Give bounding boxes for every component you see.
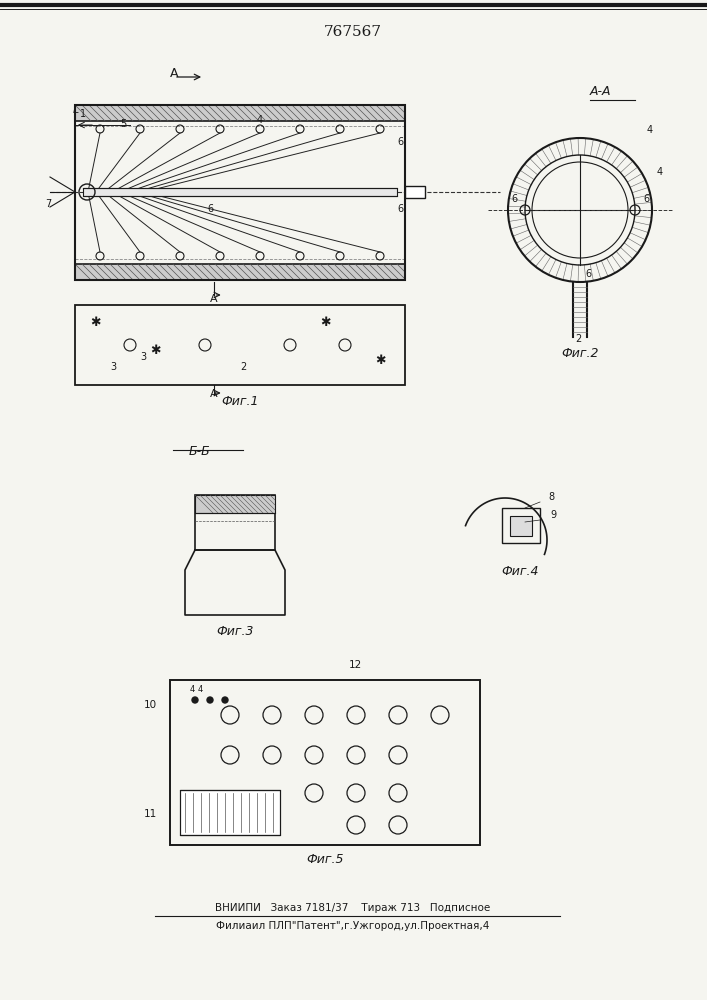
Text: A: A bbox=[210, 294, 218, 304]
Bar bbox=[75, 105, 405, 121]
Text: 5: 5 bbox=[120, 119, 127, 129]
Bar bbox=[405, 186, 425, 198]
Bar bbox=[75, 264, 405, 280]
Text: А-А: А-А bbox=[590, 85, 612, 98]
Text: 2: 2 bbox=[575, 334, 581, 344]
Bar bbox=[195, 495, 275, 550]
Text: A: A bbox=[170, 67, 178, 80]
Text: 6: 6 bbox=[511, 194, 517, 204]
Text: 7: 7 bbox=[45, 199, 51, 209]
Bar bbox=[170, 680, 480, 845]
Text: Фиг.2: Фиг.2 bbox=[561, 347, 599, 360]
Text: 6: 6 bbox=[207, 204, 213, 214]
Text: 6: 6 bbox=[397, 204, 403, 214]
Bar bbox=[180, 790, 280, 835]
Text: 4: 4 bbox=[189, 685, 194, 694]
Text: 10: 10 bbox=[144, 700, 156, 710]
Bar bbox=[75, 105, 405, 280]
Circle shape bbox=[192, 697, 198, 703]
Text: Б-Б: Б-Б bbox=[189, 445, 211, 458]
Text: 9: 9 bbox=[550, 510, 556, 520]
Text: ✱: ✱ bbox=[375, 354, 385, 366]
Text: 4: 4 bbox=[197, 685, 203, 694]
Text: A: A bbox=[210, 389, 218, 399]
Text: 6: 6 bbox=[585, 269, 591, 279]
Text: ВНИИПИ   Заказ 7181/37    Тираж 713   Подписное: ВНИИПИ Заказ 7181/37 Тираж 713 Подписное bbox=[216, 903, 491, 913]
Text: 2: 2 bbox=[240, 362, 246, 372]
Bar bbox=[75, 305, 405, 385]
Text: Филиаил ПЛП"Патент",г.Ужгород,ул.Проектная,4: Филиаил ПЛП"Патент",г.Ужгород,ул.Проектн… bbox=[216, 921, 490, 931]
Text: 4: 4 bbox=[257, 115, 262, 125]
Text: 3: 3 bbox=[110, 362, 116, 372]
Text: 6: 6 bbox=[643, 194, 649, 204]
Text: ✱: ✱ bbox=[150, 344, 160, 357]
Bar bbox=[195, 495, 275, 513]
Text: 4: 4 bbox=[647, 125, 653, 135]
Text: 3: 3 bbox=[140, 352, 146, 362]
Text: L: L bbox=[73, 105, 79, 115]
Text: Фиг.4: Фиг.4 bbox=[501, 565, 539, 578]
Bar bbox=[510, 516, 532, 536]
Bar bbox=[83, 188, 397, 196]
Text: 4: 4 bbox=[657, 167, 663, 177]
Text: 8: 8 bbox=[548, 492, 554, 502]
Text: 767567: 767567 bbox=[324, 25, 382, 39]
Text: ✱: ✱ bbox=[90, 316, 100, 330]
Text: 12: 12 bbox=[349, 660, 361, 670]
Text: Фиг.5: Фиг.5 bbox=[306, 853, 344, 866]
Bar bbox=[502, 508, 540, 543]
Text: 11: 11 bbox=[144, 809, 157, 819]
Circle shape bbox=[207, 697, 213, 703]
Text: Фиг.1: Фиг.1 bbox=[221, 395, 259, 408]
Text: 1: 1 bbox=[80, 109, 86, 119]
Text: 6: 6 bbox=[397, 137, 403, 147]
Circle shape bbox=[222, 697, 228, 703]
Text: Фиг.3: Фиг.3 bbox=[216, 625, 254, 638]
Text: ✱: ✱ bbox=[320, 316, 330, 330]
Bar bbox=[180, 790, 280, 835]
